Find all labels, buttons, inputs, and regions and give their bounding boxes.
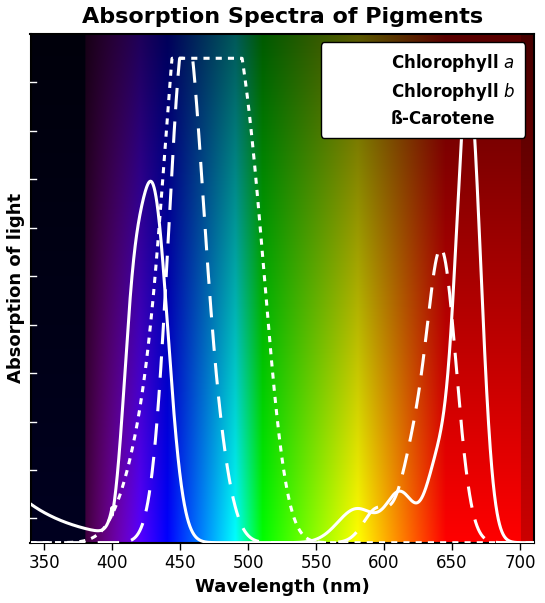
- X-axis label: Wavelength (nm): Wavelength (nm): [195, 578, 370, 596]
- Y-axis label: Absorption of light: Absorption of light: [7, 194, 25, 384]
- Legend: Chlorophyll $\it{a}$, Chlorophyll $\it{b}$, ß-Carotene: Chlorophyll $\it{a}$, Chlorophyll $\it{b…: [321, 42, 525, 137]
- Title: Absorption Spectra of Pigments: Absorption Spectra of Pigments: [82, 7, 483, 27]
